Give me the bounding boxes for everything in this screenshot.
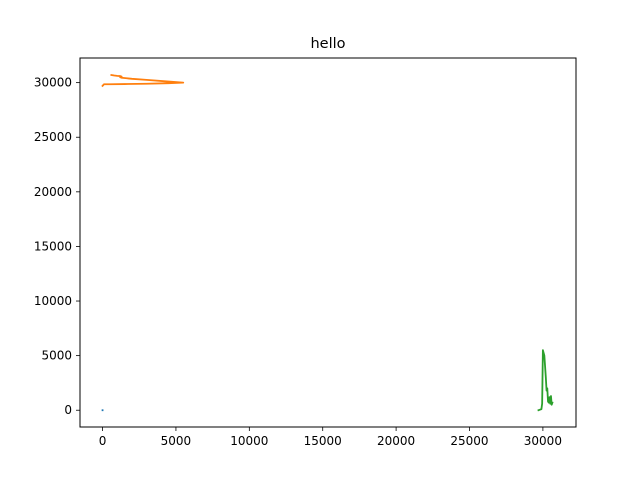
x-tick-label: 25000 [450,434,488,448]
series-layer [101,73,554,412]
series-line-3 [537,349,554,412]
x-tick-label: 20000 [377,434,415,448]
y-tick-label: 20000 [34,185,72,199]
y-tick-label: 30000 [34,76,72,90]
series-line-2 [101,73,185,88]
x-tick-label: 0 [99,434,107,448]
y-axis: 0 5000 10000 15000 20000 25000 30000 [34,76,80,417]
y-tick-label: 10000 [34,294,72,308]
x-axis: 0 5000 10000 15000 20000 25000 30000 [99,427,562,448]
y-tick-label: 15000 [34,239,72,253]
plot-frame [79,57,577,428]
y-tick-label: 25000 [34,130,72,144]
x-tick-label: 10000 [230,434,268,448]
y-tick-label: 5000 [41,349,72,363]
chart-title: hello [310,36,345,52]
x-tick-label: 15000 [304,434,342,448]
x-tick-label: 5000 [161,434,192,448]
y-tick-label: 0 [64,403,72,417]
x-tick-label: 30000 [524,434,562,448]
